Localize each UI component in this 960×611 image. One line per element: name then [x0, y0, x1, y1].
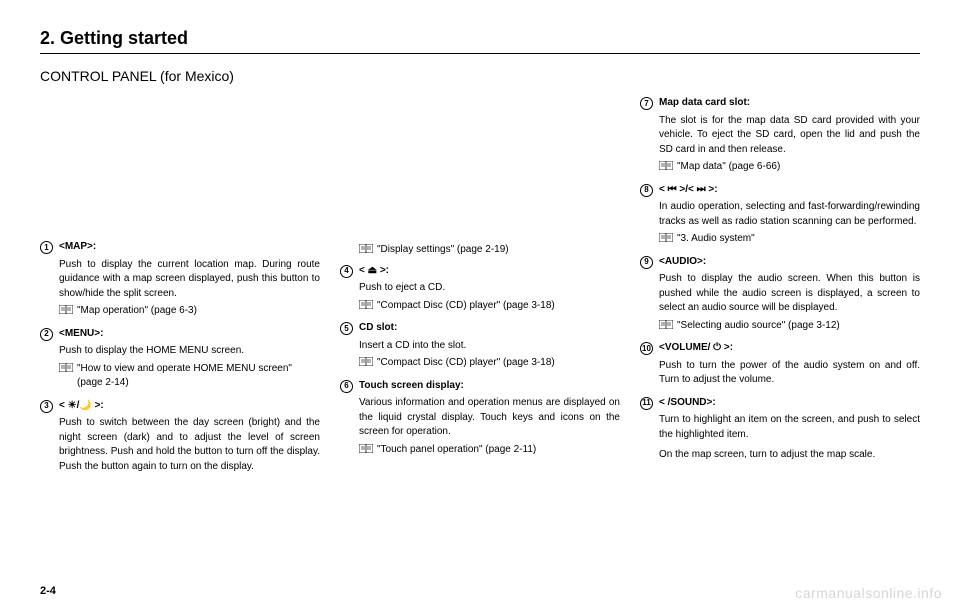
item-11-desc2: On the map screen, turn to adjust the ma… — [659, 448, 920, 463]
column-1: 1 <MAP>: Push to display the current loc… — [40, 96, 320, 482]
badge-3: 3 — [40, 400, 53, 413]
item-2-desc: Push to display the HOME MENU screen. — [59, 344, 320, 359]
section-header: 2. Getting started — [40, 28, 920, 54]
badge-7: 7 — [640, 97, 653, 110]
panel-subtitle: CONTROL PANEL (for Mexico) — [40, 68, 920, 84]
item-5-ref-text: "Compact Disc (CD) player" (page 3-18) — [377, 356, 555, 371]
item-6-ref-text: "Touch panel operation" (page 2-11) — [377, 443, 536, 458]
item-6: 6 Touch screen display: Various informat… — [340, 379, 620, 458]
item-7: 7 Map data card slot: The slot is for th… — [640, 96, 920, 175]
book-icon — [359, 444, 373, 453]
item-2-ref: "How to view and operate HOME MENU scree… — [59, 362, 320, 391]
item-4-ref-text: "Compact Disc (CD) player" (page 3-18) — [377, 299, 555, 314]
item-1-label: <MAP>: — [59, 241, 96, 252]
item-8-ref-text: "3. Audio system" — [677, 232, 755, 247]
item-7-ref-text: "Map data" (page 6-66) — [677, 160, 780, 175]
item-11-desc: Turn to highlight an item on the screen,… — [659, 413, 920, 442]
item-7-label: Map data card slot: — [659, 97, 750, 108]
item-1: 1 <MAP>: Push to display the current loc… — [40, 240, 320, 319]
item-9-ref-text: "Selecting audio source" (page 3-12) — [677, 319, 840, 334]
col2-top-ref-text: "Display settings" (page 2-19) — [377, 243, 509, 258]
item-4-label: < ⏏ >: — [359, 265, 389, 276]
item-4-ref: "Compact Disc (CD) player" (page 3-18) — [359, 299, 620, 314]
item-4-desc: Push to eject a CD. — [359, 281, 620, 296]
item-9-label: <AUDIO>: — [659, 256, 706, 267]
book-icon — [359, 244, 373, 253]
item-3: 3 < ☀/🌙 >: Push to switch between the da… — [40, 399, 320, 475]
item-5: 5 CD slot: Insert a CD into the slot. "C… — [340, 321, 620, 371]
item-8-label: < ⏮ >/< ⏭ >: — [659, 184, 718, 195]
item-8-desc: In audio operation, selecting and fast-f… — [659, 200, 920, 229]
column-3: 7 Map data card slot: The slot is for th… — [640, 96, 920, 482]
item-4: 4 < ⏏ >: Push to eject a CD. "Compact Di… — [340, 264, 620, 314]
book-icon — [359, 300, 373, 309]
item-10: 10 <VOLUME/ ⏻ >: Push to turn the power … — [640, 341, 920, 388]
book-icon — [659, 233, 673, 242]
badge-5: 5 — [340, 322, 353, 335]
item-1-ref: "Map operation" (page 6-3) — [59, 304, 320, 319]
item-10-label: <VOLUME/ ⏻ >: — [659, 342, 733, 353]
item-1-ref-text: "Map operation" (page 6-3) — [77, 304, 197, 319]
badge-1: 1 — [40, 241, 53, 254]
book-icon — [659, 320, 673, 329]
item-8: 8 < ⏮ >/< ⏭ >: In audio operation, selec… — [640, 183, 920, 247]
item-11: 11 < /SOUND>: Turn to highlight an item … — [640, 396, 920, 463]
badge-6: 6 — [340, 380, 353, 393]
item-9-ref: "Selecting audio source" (page 3-12) — [659, 319, 920, 334]
book-icon — [59, 305, 73, 314]
item-2: 2 <MENU>: Push to display the HOME MENU … — [40, 327, 320, 391]
item-3-label: < ☀/🌙 >: — [59, 400, 104, 411]
item-3-desc: Push to switch between the day screen (b… — [59, 416, 320, 474]
book-icon — [659, 161, 673, 170]
badge-2: 2 — [40, 328, 53, 341]
page-number: 2-4 — [40, 585, 56, 597]
badge-10: 10 — [640, 342, 653, 355]
item-11-label: < /SOUND>: — [659, 397, 716, 408]
badge-8: 8 — [640, 184, 653, 197]
watermark: carmanualsonline.info — [795, 585, 942, 601]
book-icon — [359, 357, 373, 366]
book-icon — [59, 363, 73, 372]
item-5-desc: Insert a CD into the slot. — [359, 339, 620, 354]
item-1-desc: Push to display the current location map… — [59, 258, 320, 302]
item-5-ref: "Compact Disc (CD) player" (page 3-18) — [359, 356, 620, 371]
col2-top-ref: "Display settings" (page 2-19) — [359, 243, 620, 258]
content-columns: 1 <MAP>: Push to display the current loc… — [40, 96, 920, 482]
column-2: "Display settings" (page 2-19) 4 < ⏏ >: … — [340, 96, 620, 482]
item-6-label: Touch screen display: — [359, 380, 464, 391]
item-9-desc: Push to display the audio screen. When t… — [659, 272, 920, 316]
item-6-ref: "Touch panel operation" (page 2-11) — [359, 443, 620, 458]
item-2-ref-text: "How to view and operate HOME MENU scree… — [77, 362, 320, 391]
item-7-ref: "Map data" (page 6-66) — [659, 160, 920, 175]
badge-9: 9 — [640, 256, 653, 269]
item-7-desc: The slot is for the map data SD card pro… — [659, 114, 920, 158]
item-10-desc: Push to turn the power of the audio syst… — [659, 359, 920, 388]
badge-4: 4 — [340, 265, 353, 278]
badge-11: 11 — [640, 397, 653, 410]
item-5-label: CD slot: — [359, 322, 397, 333]
item-2-label: <MENU>: — [59, 328, 103, 339]
item-8-ref: "3. Audio system" — [659, 232, 920, 247]
item-9: 9 <AUDIO>: Push to display the audio scr… — [640, 255, 920, 334]
item-6-desc: Various information and operation menus … — [359, 396, 620, 440]
